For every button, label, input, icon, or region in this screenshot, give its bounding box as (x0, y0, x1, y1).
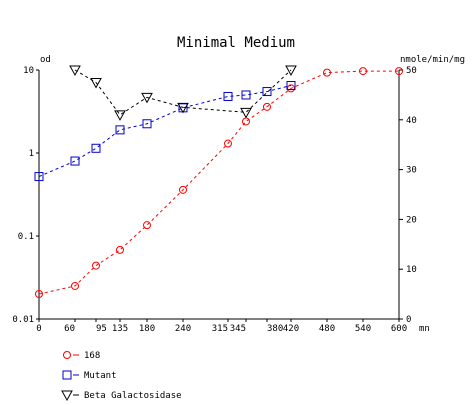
data-point (71, 281, 79, 290)
data-point (177, 102, 189, 114)
legend-label: 168 (84, 351, 100, 361)
x-tick-label: 0 (36, 324, 41, 334)
data-point (91, 143, 101, 153)
data-point (263, 102, 271, 111)
data-point (286, 81, 296, 91)
legend: 168 Mutant Beta Galactosidase (61, 351, 182, 402)
legend-marker (62, 370, 72, 380)
series-line (74, 69, 292, 116)
x-tick-label: 240 (175, 324, 191, 334)
right-tick-label: 10 (406, 265, 417, 275)
data-point (115, 125, 125, 135)
data-point (34, 172, 44, 182)
data-point (285, 65, 297, 77)
data-point (69, 65, 81, 77)
x-tick-label: 420 (283, 324, 299, 334)
x-axis-label: mn (419, 324, 430, 334)
x-tick-label: 540 (355, 324, 371, 334)
right-axis-label: nmole/min/mg (400, 55, 465, 65)
data-point (142, 119, 152, 129)
series-layer (34, 65, 403, 299)
data-point (359, 67, 367, 76)
data-point (241, 90, 251, 100)
data-point (92, 261, 100, 270)
right-tick-label: 50 (406, 66, 417, 76)
legend-marker (63, 351, 71, 359)
legend-item: Mutant (62, 370, 117, 381)
legend-label: Beta Galactosidase (84, 391, 182, 401)
chart-title: Minimal Medium (177, 35, 295, 51)
x-tick-label: 380 (267, 324, 283, 334)
data-point (116, 245, 124, 254)
right-tick-label: 30 (406, 166, 417, 176)
x-tick-label: 95 (96, 324, 107, 334)
ticks-layer: 0.01 0.1 1 10 0 10 20 30 40 50 0 60 95 135 180 240 315 34… (12, 66, 417, 334)
left-tick-label: 1 (29, 149, 34, 159)
legend-label: Mutant (84, 371, 117, 381)
x-tick-label: 135 (112, 324, 128, 334)
x-tick-label: 180 (139, 324, 155, 334)
data-point (90, 77, 102, 89)
x-tick-label: 315 (212, 324, 228, 334)
left-axis-label: od (40, 55, 51, 65)
data-point (323, 68, 331, 77)
series-group (35, 67, 403, 299)
series-line (38, 85, 292, 178)
data-point (70, 156, 80, 166)
series-line (38, 70, 399, 295)
data-point (262, 87, 272, 97)
data-point (240, 107, 252, 119)
series-group (69, 65, 297, 121)
data-point (395, 67, 403, 76)
data-point (35, 290, 43, 299)
x-tick-label: 600 (391, 324, 407, 334)
data-point (179, 185, 187, 194)
data-point (114, 110, 126, 121)
data-point (223, 91, 233, 101)
left-tick-label: 0.01 (12, 315, 34, 325)
left-tick-label: 10 (23, 66, 34, 76)
legend-item: 168 (63, 351, 100, 361)
right-tick-label: 20 (406, 215, 417, 225)
data-point (141, 92, 153, 104)
data-point (143, 221, 151, 230)
x-tick-label: 60 (64, 324, 75, 334)
legend-item: Beta Galactosidase (61, 390, 182, 402)
x-tick-label: 345 (230, 324, 246, 334)
data-point (224, 139, 232, 148)
right-tick-label: 40 (406, 116, 417, 126)
series-group (34, 81, 296, 182)
left-tick-label: 0.1 (18, 232, 34, 242)
data-point (242, 117, 250, 126)
legend-marker (61, 390, 73, 402)
right-tick-label: 0 (406, 315, 411, 325)
x-tick-label: 480 (319, 324, 335, 334)
